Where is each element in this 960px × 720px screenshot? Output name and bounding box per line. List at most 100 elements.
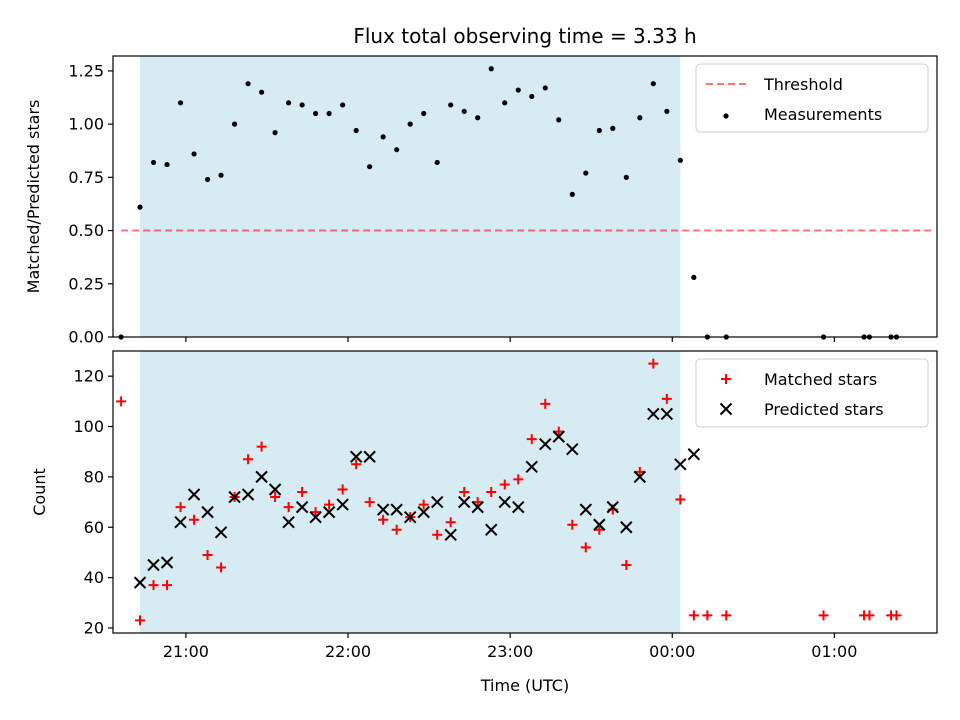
measurement-point [691, 274, 697, 280]
measurement-point [610, 125, 616, 131]
matched-star-point [116, 396, 127, 407]
predicted-star-point [430, 495, 444, 509]
measurement-point [353, 127, 359, 134]
predicted-star-point [228, 490, 241, 504]
matched-star-point [135, 615, 146, 626]
legend-measurement-swatch [723, 113, 729, 119]
observing-span [140, 56, 681, 337]
matched-star-point [432, 529, 443, 540]
y-tick-label: 80 [84, 467, 104, 486]
x-axis-label: Time (UTC) [480, 676, 569, 695]
y-tick-label: 40 [84, 568, 104, 587]
x-tick-label: 21:00 [163, 642, 209, 661]
legend-label: Predicted stars [764, 400, 884, 419]
measurement-point [367, 164, 373, 170]
matched-star-point [675, 494, 686, 505]
y-tick-label: 0.25 [68, 274, 104, 293]
y-tick-label: 20 [84, 618, 104, 637]
matched-star-point [243, 454, 254, 465]
matched-star-point [580, 542, 591, 553]
matched-star-point [621, 560, 632, 571]
matched-star-point [648, 358, 659, 369]
observing-span [140, 351, 681, 633]
measurement-point [515, 87, 521, 93]
predicted-star-point [633, 470, 647, 484]
matched-star-point [337, 484, 348, 495]
matched-star-point [162, 580, 173, 591]
predicted-star-point [187, 488, 201, 501]
measurement-point [664, 108, 670, 114]
measurement-point [231, 121, 238, 127]
predicted-star-point [201, 505, 214, 519]
matched-star-point [310, 507, 321, 518]
measurement-point [286, 100, 292, 106]
predicted-star-point [349, 450, 363, 463]
predicted-star-point [593, 518, 606, 531]
measurement-point [245, 81, 251, 87]
measurement-point [529, 93, 535, 100]
matched-star-point [148, 580, 159, 591]
y-tick-label: 0.00 [68, 328, 104, 347]
predicted-star-point [647, 407, 660, 421]
matched-star-point [553, 426, 564, 437]
predicted-star-point [512, 500, 525, 514]
matched-star-point [567, 519, 578, 530]
predicted-star-point [160, 556, 174, 569]
measurement-point [596, 127, 602, 134]
measurement-point [218, 172, 224, 178]
predicted-star-point [174, 516, 187, 529]
matched-star-point [634, 466, 645, 477]
x-tick-label: 00:00 [649, 642, 695, 661]
measurement-point [569, 191, 575, 197]
measurement-point [556, 117, 562, 123]
y-tick-label: 1.00 [68, 115, 104, 134]
y-tick-label: 0.75 [68, 168, 104, 187]
predicted-star-point [579, 503, 592, 516]
measurement-point [434, 159, 440, 166]
top-panel: 0.00 0.25 0.50 0.75 1.00 1.25 Matched/Predicte… [24, 55, 938, 347]
y-tick-label: 0.50 [68, 221, 104, 240]
predicted-star-point [485, 523, 498, 536]
matched-star-point [459, 487, 470, 497]
measurement-point [677, 157, 683, 163]
matched-star-point [189, 514, 200, 525]
matched-star-point [202, 549, 213, 560]
matched-star-point [540, 398, 551, 409]
predicted-star-point [539, 437, 552, 451]
measurement-point [272, 130, 278, 136]
predicted-star-point [336, 498, 349, 511]
legend-label: Matched stars [764, 370, 877, 389]
measurement-point [177, 100, 184, 106]
legend-predicted-swatch [719, 402, 733, 416]
measurement-point [164, 161, 170, 168]
legend-box [695, 63, 929, 133]
matched-star-point [297, 487, 308, 497]
matched-star-point [283, 502, 294, 513]
axes-frame [112, 350, 938, 634]
predicted-star-point [322, 505, 336, 519]
predicted-star-point [417, 505, 430, 519]
legend-box [695, 358, 929, 428]
y-axis-label: Matched/Predicted stars [24, 100, 43, 294]
predicted-star-point [133, 576, 147, 589]
matched-star-point [175, 502, 186, 513]
predicted-star-point [566, 442, 579, 456]
matched-star-point [688, 610, 699, 621]
matched-star-point [378, 514, 389, 525]
matched-star-point [472, 497, 483, 508]
matched-star-point [216, 562, 227, 573]
measurement-point [191, 151, 197, 157]
matched-star-point [391, 524, 402, 535]
matched-star-point [864, 610, 875, 621]
predicted-star-point [471, 500, 484, 514]
measurement-point [258, 89, 265, 95]
measurement-point [448, 102, 454, 108]
measurement-point [326, 110, 332, 117]
measurement-point [461, 108, 467, 114]
predicted-star-point [268, 483, 282, 496]
matched-star-point [351, 459, 362, 470]
matched-star-point [270, 492, 281, 503]
y-tick-label: 100 [73, 417, 104, 436]
matched-star-point [418, 499, 429, 510]
x-tick-label: 23:00 [487, 642, 533, 661]
